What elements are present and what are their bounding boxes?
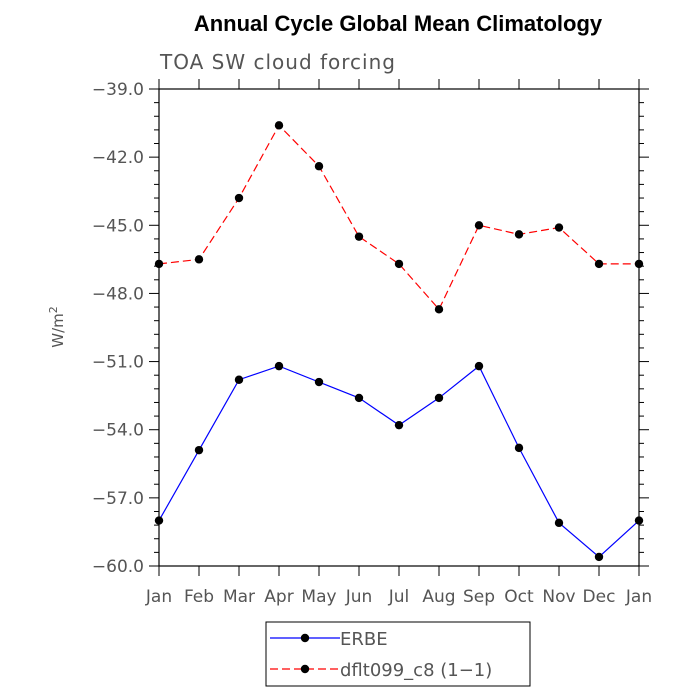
data-point [594,552,604,562]
legend-label: ERBE [340,629,388,650]
y-axis-label: W/m2 [47,306,67,348]
chart-subtitle: TOA SW cloud forcing [159,50,396,74]
data-point [554,223,564,232]
x-tick-label: Aug [422,587,455,607]
legend-marker [300,664,310,674]
data-point [354,393,364,403]
data-point [474,221,484,230]
data-point [314,162,324,171]
x-tick-label: Sep [463,587,495,607]
legend-marker [300,633,310,643]
y-axis-label-superscript: 2 [47,306,60,313]
y-tick-label: −57.0 [92,489,144,509]
y-axis-label-text: W/m [49,313,67,348]
y-tick-label: −42.0 [92,148,144,168]
x-tick-label: Feb [184,587,214,607]
chart-title: Annual Cycle Global Mean Climatology [194,11,603,36]
y-tick-label: −51.0 [92,353,144,373]
x-tick-label: Nov [542,587,575,607]
x-tick-label: May [301,587,336,607]
series-layer [154,121,644,562]
svg-text:W/m2: W/m2 [47,306,67,348]
x-tick-label: Mar [223,587,255,607]
y-tick-label: −48.0 [92,284,144,304]
data-point [434,393,444,403]
tick-labels: −39.0 −42.0 −45.0 −48.0 −51.0 −54.0 −57.0 −60.0… [92,80,652,607]
data-point [394,420,404,430]
axis-ticks [149,79,649,576]
data-point [194,445,204,455]
legend-box [265,621,531,687]
data-point [434,305,444,314]
x-tick-label: Jul [388,587,410,607]
x-tick-label: Apr [264,587,293,607]
legend: ERBE dflt099_c8 (1−1) [265,621,531,687]
data-point [194,255,204,264]
legend-label: dflt099_c8 (1−1) [340,660,492,681]
x-tick-label: Oct [504,587,534,607]
plot-frame [158,88,640,567]
y-tick-label: −39.0 [92,80,144,100]
x-tick-label: Jan [625,587,652,607]
x-tick-label: Dec [583,587,616,607]
x-tick-label: Jun [345,587,373,607]
data-point [354,232,364,241]
data-point [234,375,244,384]
x-tick-label: Jan [145,587,172,607]
data-point [554,518,564,528]
series-2 [154,121,644,314]
series-1 [154,361,644,562]
data-point [474,361,484,371]
data-point [274,361,284,371]
data-point [514,230,524,239]
y-tick-label: −45.0 [92,216,144,236]
data-point [594,259,604,269]
data-point [514,443,524,453]
data-point [394,259,404,269]
y-tick-label: −60.0 [92,557,144,577]
data-point [274,121,284,130]
y-tick-label: −54.0 [92,421,144,441]
data-point [314,377,324,387]
series-line [158,365,640,558]
data-point [234,193,244,203]
series-line [158,124,639,311]
